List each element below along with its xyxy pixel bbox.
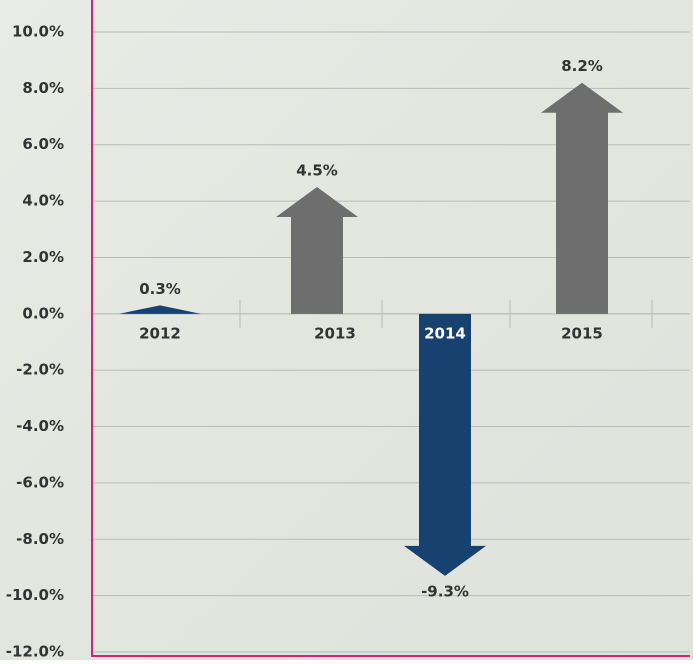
x-tick-label: 2015 — [561, 324, 603, 342]
x-tick-label: 2013 — [314, 324, 356, 342]
arrow-bar — [276, 187, 358, 314]
data-label: 4.5% — [296, 162, 338, 180]
arrow-bar — [404, 313, 486, 576]
data-label: 0.3% — [139, 280, 181, 298]
y-tick-label: 6.0% — [22, 135, 64, 153]
y-tick-label: 8.0% — [22, 79, 64, 97]
y-tick-label: -8.0% — [16, 530, 64, 548]
arrow-bar — [119, 305, 201, 314]
data-label: -9.3% — [421, 582, 469, 600]
y-tick-label: 0.0% — [22, 304, 64, 322]
arrow-bar — [541, 82, 623, 314]
data-label: 8.2% — [561, 57, 603, 75]
y-tick-label: -12.0% — [6, 643, 64, 661]
x-tick-label: 2014 — [424, 324, 466, 342]
x-tick-label: 2012 — [139, 324, 181, 342]
y-tick-label: -2.0% — [16, 361, 64, 379]
y-tick-label: 10.0% — [12, 23, 64, 41]
y-tick-label: -6.0% — [16, 473, 64, 491]
y-tick-label: -4.0% — [16, 417, 64, 435]
y-tick-label: 2.0% — [22, 248, 64, 266]
y-tick-label: 4.0% — [22, 192, 64, 210]
y-tick-label: -10.0% — [6, 586, 64, 604]
